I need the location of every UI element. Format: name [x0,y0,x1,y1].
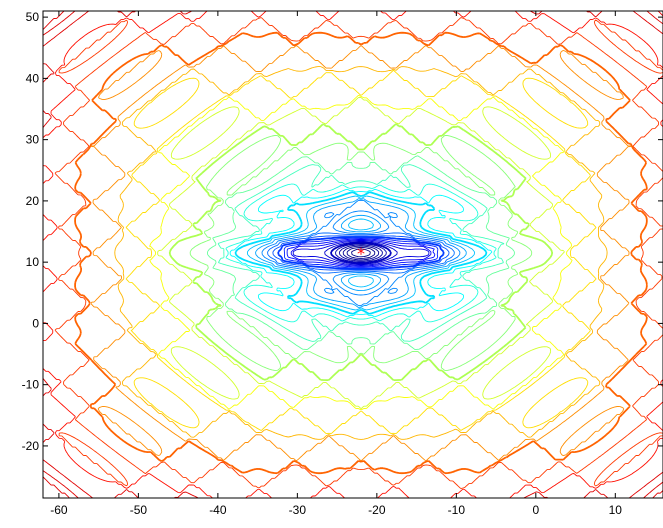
x-tick-label: 10 [609,503,623,517]
contour-level [234,191,488,315]
contour-level [272,235,450,271]
contour-level [229,188,493,318]
x-tick-label: -30 [289,503,307,517]
contour-level [149,94,573,411]
contour-level [114,66,608,440]
y-tick-label: 40 [26,71,40,85]
contour-level [339,244,383,262]
contour-level [168,123,553,381]
contour-level [292,240,430,266]
contour-level [342,245,380,261]
y-tick-label: 20 [26,194,40,208]
contour-level [246,195,475,311]
contour-level [277,236,445,270]
contour-level [261,199,461,307]
y-axis: -20 -10 0 10 20 30 40 50 [22,10,663,453]
plot-frame [42,10,663,499]
contour-level [207,155,515,351]
contour-level [330,242,392,264]
y-tick-label: 30 [26,133,40,147]
marker-layer: * [357,244,365,263]
x-tick-label: -20 [368,503,386,517]
contour-level [54,17,663,490]
contour-level [225,183,497,323]
x-tick-label: 0 [532,503,539,517]
contour-level [74,31,648,475]
contour-level [125,69,597,435]
x-tick-label: -10 [448,503,466,517]
contour-level [217,164,505,342]
contour-level [290,239,432,267]
contour-level [324,241,398,265]
contour-level [43,11,663,498]
contour-lines [43,11,663,498]
y-tick-label: -20 [22,439,40,453]
contour-level [43,11,663,498]
contour-level [189,135,533,371]
contour-level [157,97,565,410]
y-tick-label: 0 [32,316,39,330]
contour-level [90,45,632,462]
x-tick-label: -50 [130,503,148,517]
y-tick-label: 10 [26,255,40,269]
contour-level [267,232,455,274]
x-axis: -60 -50 -40 -30 -20 -10 0 10 [50,11,622,517]
contour-level [255,198,467,308]
contour-level [346,247,376,259]
contour-level [335,243,387,263]
contour-level [283,237,439,269]
x-tick-label: -60 [50,503,68,517]
minimum-marker: * [357,244,365,263]
x-tick-label: -40 [209,503,227,517]
contour-level [351,248,371,258]
y-tick-label: -10 [22,378,40,392]
y-tick-label: 50 [26,10,40,24]
contour-level [286,238,436,268]
